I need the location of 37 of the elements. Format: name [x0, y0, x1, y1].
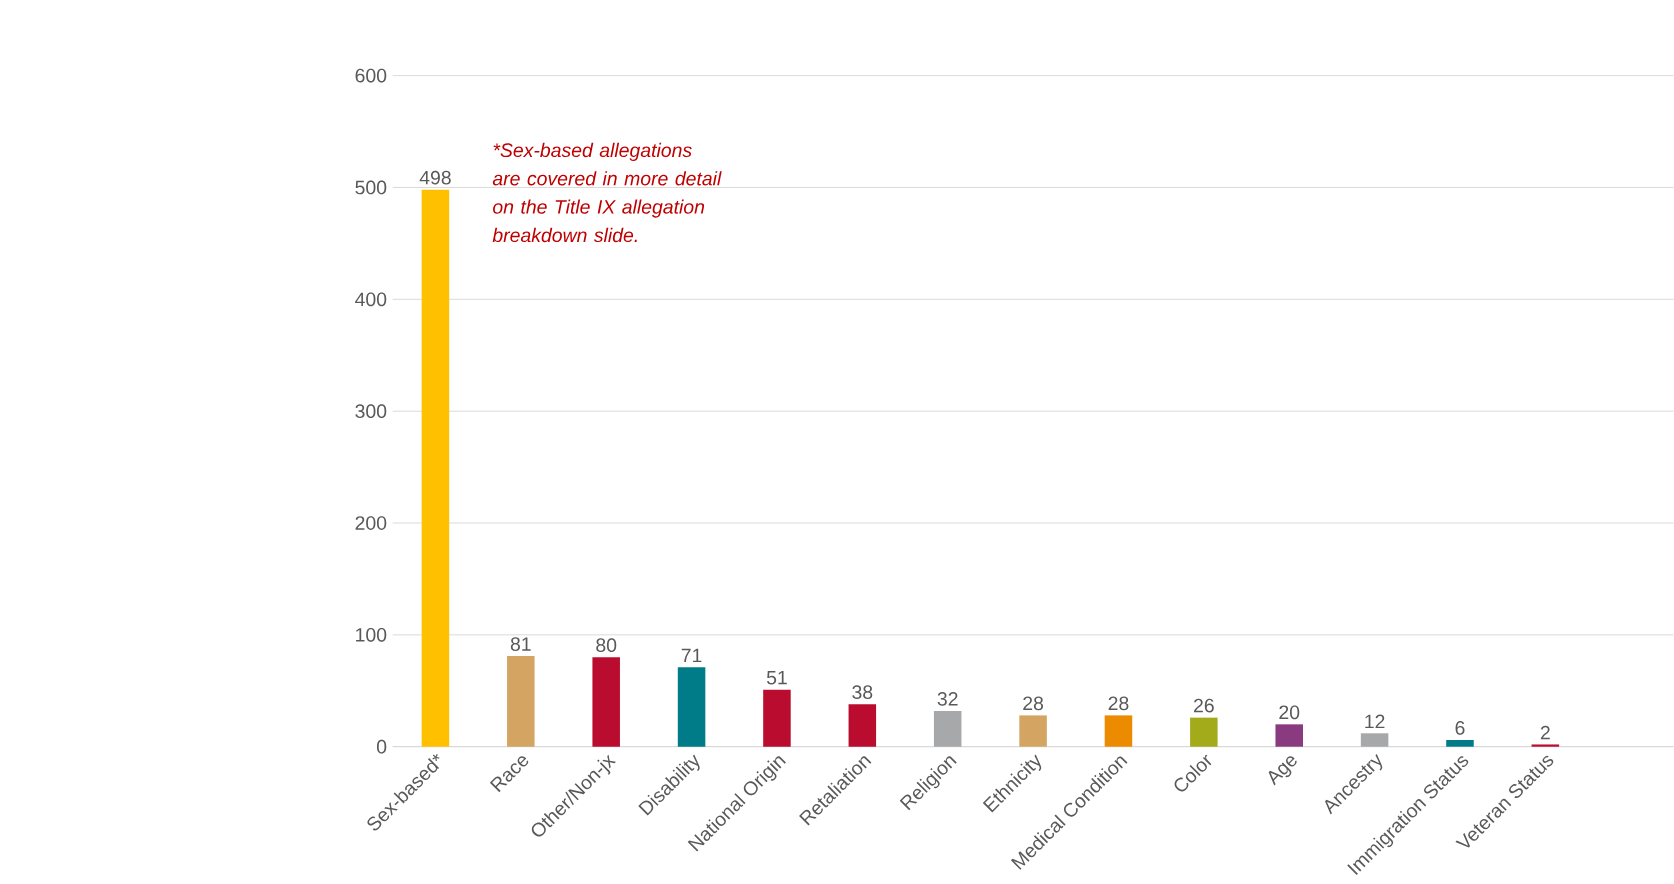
data-label: 20	[1279, 705, 1300, 720]
bar	[677, 667, 706, 747]
data-label: 12	[1365, 714, 1385, 729]
data-label: 81	[510, 637, 531, 652]
x-tick-label: Age	[1268, 756, 1297, 786]
y-tick-label: 0	[376, 740, 387, 754]
y-tick-label: 300	[355, 404, 387, 419]
data-label: 26	[1194, 698, 1214, 713]
data-label: 38	[852, 685, 873, 700]
y-tick-label: 400	[355, 292, 387, 307]
bar	[848, 704, 877, 747]
bar	[763, 689, 791, 747]
data-label: 6	[1455, 721, 1465, 735]
data-label: 51	[766, 671, 787, 685]
bar	[592, 657, 620, 747]
bar	[1190, 717, 1218, 747]
y-tick-label: 100	[356, 628, 387, 642]
bar	[1360, 733, 1389, 747]
data-label: 28	[1023, 696, 1044, 711]
bar	[1446, 740, 1474, 747]
y-tick-label: 500	[355, 180, 387, 195]
data-label: 32	[937, 692, 958, 706]
data-label: 28	[1108, 696, 1129, 711]
bar	[421, 189, 450, 747]
y-tick-label: 200	[355, 516, 387, 531]
data-label: 71	[681, 648, 702, 663]
data-label: 498	[419, 170, 451, 185]
bar	[1275, 724, 1303, 747]
data-label: 2	[1540, 725, 1550, 740]
annotation: *Sex-based allegations are covered in more detail on the Title IX allegation breakdown slide.	[492, 143, 722, 243]
bar	[933, 711, 962, 747]
bar	[1104, 715, 1133, 747]
bar	[1019, 715, 1047, 747]
bar	[507, 656, 535, 747]
data-label: 80	[596, 638, 617, 653]
y-tick-label: 600	[355, 68, 387, 83]
bar	[1531, 744, 1560, 747]
